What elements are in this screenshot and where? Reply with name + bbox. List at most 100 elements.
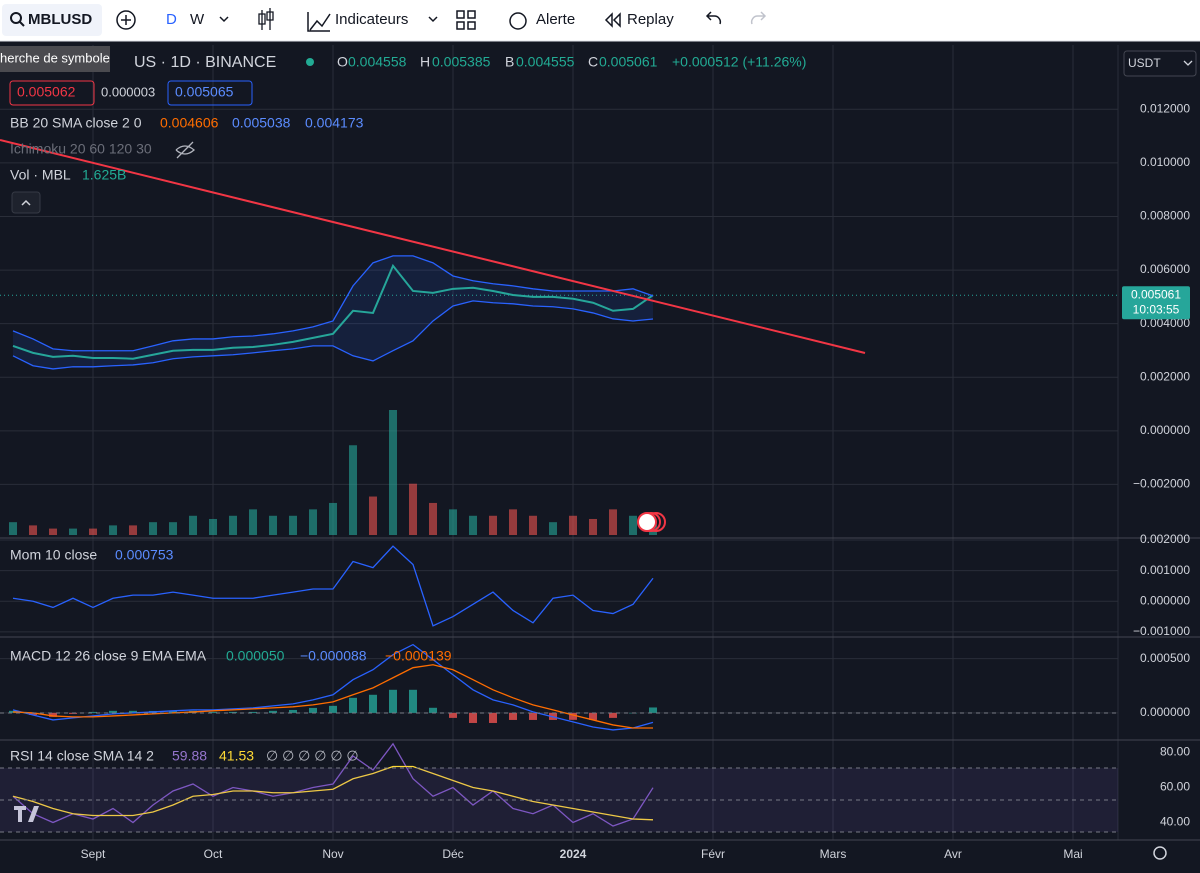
ohlc-label: B — [505, 54, 514, 70]
sell-box[interactable] — [9, 80, 95, 106]
market-status — [306, 58, 314, 66]
change: +0.000512 (+11.26%) — [672, 54, 806, 70]
countdown: 10:03:55 — [1133, 302, 1180, 316]
alert[interactable]: Alerte — [536, 11, 575, 28]
histogram-bar — [389, 689, 397, 713]
series-line — [12, 742, 654, 827]
y-tick-label: 0.000000 — [1140, 705, 1190, 719]
ohlc-label: O — [337, 54, 348, 70]
settings[interactable] — [1153, 846, 1167, 860]
bb-value: 0.004606 — [160, 115, 219, 131]
histogram-bar — [229, 711, 237, 713]
x-tick-label: Mai — [1063, 847, 1082, 861]
ohlc-label: C — [588, 54, 598, 70]
volume-bar — [589, 518, 597, 535]
replay-icon — [604, 12, 621, 28]
y-tick-label: 0.006000 — [1140, 262, 1190, 276]
chevron[interactable] — [1183, 60, 1193, 66]
redo[interactable] — [750, 11, 767, 25]
volume-bar — [349, 445, 357, 535]
trend-line — [0, 139, 866, 354]
hidden-icon[interactable] — [175, 141, 195, 159]
rsi-extra: ∅ ∅ ∅ ∅ ∅ ∅ — [266, 748, 359, 764]
histogram-bar — [309, 707, 317, 713]
add-symbol[interactable] — [116, 10, 136, 30]
y-tick-label: 0.000000 — [1140, 423, 1190, 437]
histogram-bar — [489, 712, 497, 723]
histogram-bar — [609, 712, 617, 718]
volume-bar — [489, 515, 497, 535]
y-tick-label: 40.00 — [1160, 815, 1190, 829]
volume-bar — [89, 528, 97, 535]
replay[interactable]: Replay — [627, 11, 674, 28]
volume-bar — [509, 509, 517, 535]
logo[interactable] — [14, 806, 39, 822]
histogram-bar — [569, 712, 577, 720]
x-tick-label: Sept — [81, 847, 106, 861]
histogram-bar — [529, 712, 537, 720]
collapse-button[interactable] — [11, 191, 41, 214]
series-line — [12, 263, 654, 360]
chart-type-icon[interactable] — [258, 8, 274, 30]
y-tick-label: 0.010000 — [1140, 155, 1190, 169]
y-tick-label: −0.001000 — [1133, 624, 1190, 638]
y-tick-label: 0.002000 — [1140, 532, 1190, 546]
collapse-icon — [21, 199, 31, 206]
volume-bar — [269, 515, 277, 535]
volume-bar — [449, 509, 457, 535]
ohlc-value: 0.005385 — [432, 54, 491, 70]
currency: USDT — [1128, 56, 1161, 70]
volume-bar — [9, 522, 17, 535]
series-line — [12, 765, 654, 821]
y-tick-label: 80.00 — [1160, 745, 1190, 759]
symbol[interactable]: MBLUSD — [28, 11, 92, 28]
event-icon[interactable] — [637, 512, 657, 532]
undo[interactable] — [705, 11, 722, 25]
chevron[interactable] — [428, 16, 438, 23]
bb-title: BB 20 SMA close 2 0 — [10, 115, 142, 131]
tooltip — [0, 46, 110, 72]
y-tick-label: 0.000000 — [1140, 593, 1190, 607]
volume-bar — [229, 515, 237, 535]
currency-box[interactable] — [1123, 50, 1197, 77]
volume-bar — [149, 522, 157, 535]
symbol-search[interactable] — [2, 4, 102, 36]
volume-bar — [329, 502, 337, 535]
rsi-band — [0, 768, 1118, 832]
histogram-bar — [209, 711, 217, 713]
histogram-bar — [649, 707, 657, 713]
indicators[interactable]: Indicateurs — [335, 11, 408, 28]
buy-price: 0.005065 — [175, 84, 234, 100]
templates-icon[interactable] — [456, 10, 476, 30]
y-tick-label: 60.00 — [1160, 780, 1190, 794]
volume-bar — [409, 483, 417, 535]
interval[interactable]: W — [190, 11, 205, 28]
x-tick-label: Oct — [204, 847, 223, 861]
volume-bar — [389, 410, 397, 535]
histogram-bar — [289, 709, 297, 713]
macd-value: −0.000088 — [300, 648, 367, 664]
histogram-bar — [129, 710, 137, 713]
x-tick-label: Févr — [701, 847, 725, 861]
bb-value: 0.005038 — [232, 115, 291, 131]
interval[interactable]: D — [166, 11, 177, 28]
volume-bar — [609, 509, 617, 535]
overlay: Sept Oct Nov Déc 2024 Févr Mars Avr Mai 0.012000 0… — [81, 101, 1191, 861]
y-tick-label: 0.004000 — [1140, 316, 1190, 330]
volume-bar — [189, 515, 197, 535]
histogram-bar — [109, 710, 117, 713]
histogram-bar — [269, 710, 277, 713]
histogram-bar — [49, 712, 57, 717]
histogram-bar — [449, 712, 457, 718]
rsi-value: 59.88 — [172, 748, 207, 764]
buy-box[interactable] — [167, 80, 253, 106]
ohlc-value: 0.005061 — [599, 54, 658, 70]
volume-bar — [569, 515, 577, 535]
ohlc-value: 0.004558 — [348, 54, 407, 70]
histogram-bar — [89, 711, 97, 713]
chevron[interactable] — [219, 16, 229, 23]
y-tick-label: 0.012000 — [1140, 101, 1190, 115]
bb-value: 0.004173 — [305, 115, 364, 131]
macd-value: −0.000139 — [385, 648, 452, 664]
